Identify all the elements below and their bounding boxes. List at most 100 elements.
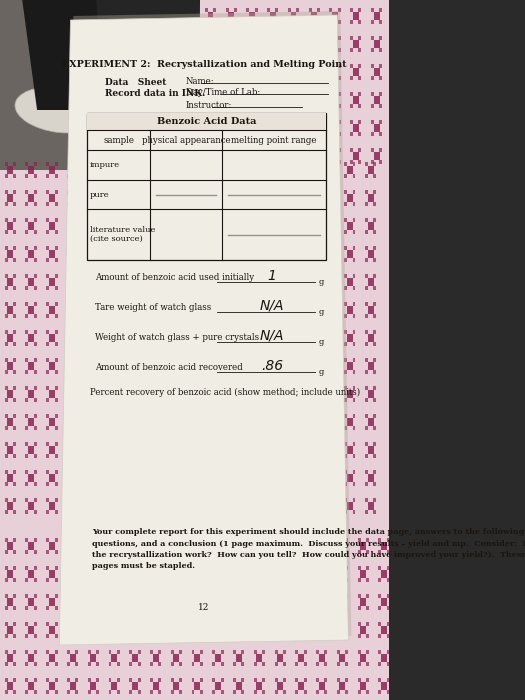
- Bar: [55, 190, 58, 195]
- Bar: [295, 550, 298, 554]
- Bar: [67, 578, 70, 582]
- Bar: [179, 650, 182, 655]
- Bar: [373, 302, 376, 307]
- Bar: [350, 132, 353, 136]
- Bar: [75, 302, 78, 307]
- Bar: [236, 570, 242, 578]
- Bar: [213, 76, 216, 80]
- Bar: [192, 578, 194, 582]
- Bar: [332, 358, 335, 363]
- Bar: [117, 634, 120, 638]
- Bar: [324, 650, 327, 655]
- Bar: [13, 510, 16, 514]
- Bar: [309, 120, 312, 125]
- Bar: [49, 166, 55, 174]
- Bar: [296, 8, 299, 13]
- Bar: [7, 682, 13, 690]
- Bar: [215, 598, 221, 606]
- Bar: [295, 662, 298, 666]
- Bar: [365, 162, 368, 167]
- Bar: [213, 120, 216, 125]
- Bar: [319, 682, 324, 690]
- Bar: [326, 474, 332, 482]
- Bar: [75, 202, 78, 206]
- Bar: [13, 482, 16, 486]
- Bar: [255, 132, 258, 136]
- Bar: [296, 120, 299, 125]
- Bar: [28, 222, 34, 230]
- Bar: [159, 578, 161, 582]
- Bar: [246, 160, 249, 164]
- Bar: [179, 538, 182, 543]
- Bar: [319, 654, 324, 662]
- Bar: [246, 8, 249, 13]
- Bar: [353, 12, 359, 20]
- Bar: [365, 386, 368, 391]
- Bar: [379, 690, 381, 694]
- Bar: [234, 148, 237, 153]
- Bar: [347, 390, 353, 398]
- Bar: [344, 470, 347, 475]
- Bar: [96, 634, 99, 638]
- Bar: [46, 202, 49, 206]
- Bar: [233, 578, 236, 582]
- Bar: [49, 194, 55, 202]
- Bar: [129, 622, 132, 626]
- Bar: [28, 570, 34, 578]
- Bar: [350, 92, 353, 97]
- Bar: [7, 418, 13, 426]
- Bar: [153, 542, 159, 550]
- Bar: [262, 538, 265, 543]
- Bar: [159, 550, 161, 554]
- Bar: [270, 152, 276, 160]
- Bar: [267, 148, 270, 153]
- Bar: [352, 246, 355, 251]
- Bar: [153, 654, 159, 662]
- Bar: [326, 306, 332, 314]
- Bar: [13, 246, 16, 251]
- Bar: [192, 634, 194, 638]
- Text: Amount of benzoic acid recovered: Amount of benzoic acid recovered: [95, 363, 243, 372]
- Bar: [379, 650, 381, 655]
- Bar: [28, 474, 34, 482]
- Bar: [26, 690, 28, 694]
- Bar: [368, 418, 374, 426]
- Bar: [7, 390, 13, 398]
- Bar: [228, 96, 234, 104]
- Bar: [109, 550, 111, 554]
- Bar: [290, 96, 297, 104]
- Bar: [46, 470, 49, 475]
- Bar: [55, 274, 58, 279]
- Bar: [109, 662, 111, 666]
- Bar: [236, 654, 242, 662]
- Bar: [323, 370, 327, 374]
- Bar: [34, 202, 37, 206]
- Bar: [179, 566, 182, 570]
- Bar: [67, 538, 70, 543]
- Bar: [283, 622, 286, 626]
- Bar: [365, 426, 368, 430]
- Polygon shape: [22, 0, 148, 110]
- Bar: [13, 662, 16, 666]
- Bar: [67, 174, 70, 178]
- Bar: [233, 662, 236, 666]
- Bar: [276, 76, 278, 80]
- Polygon shape: [62, 11, 351, 641]
- Bar: [70, 390, 76, 398]
- Bar: [34, 174, 37, 178]
- Bar: [381, 598, 387, 606]
- Bar: [332, 40, 338, 48]
- Bar: [179, 678, 182, 682]
- Bar: [365, 174, 368, 178]
- Bar: [34, 442, 37, 447]
- Bar: [255, 76, 258, 80]
- Bar: [26, 538, 28, 543]
- Bar: [75, 662, 78, 666]
- Bar: [5, 566, 8, 570]
- Bar: [13, 258, 16, 262]
- Bar: [34, 426, 37, 430]
- Bar: [26, 622, 28, 626]
- Bar: [28, 278, 34, 286]
- Bar: [365, 358, 368, 363]
- Bar: [288, 148, 291, 153]
